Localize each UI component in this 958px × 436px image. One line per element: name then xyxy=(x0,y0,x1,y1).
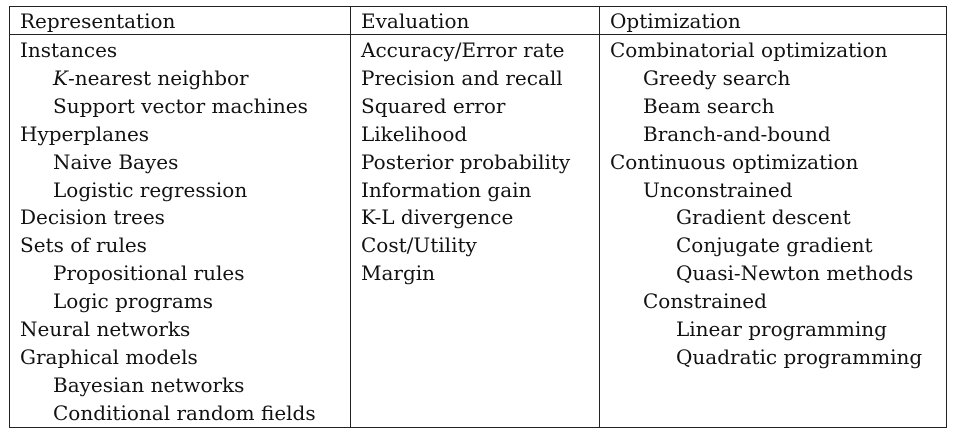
representation-item: Sets of rules xyxy=(20,232,316,260)
evaluation-item-label: Information gain xyxy=(361,177,532,202)
evaluation-item-label: Accuracy/Error rate xyxy=(361,38,565,62)
representation-item-label: Propositional rules xyxy=(53,261,245,286)
optimization-item: Linear programming xyxy=(610,316,922,344)
representation-item-label: Neural networks xyxy=(20,317,191,342)
evaluation-item: K-L divergence xyxy=(361,204,570,232)
representation-item-label: Decision trees xyxy=(20,205,165,230)
optimization-item-label: Quadratic programming xyxy=(676,344,923,369)
representation-item-label: Hyperplanes xyxy=(20,121,150,146)
representation-item: Hyperplanes xyxy=(20,121,316,149)
evaluation-list: Accuracy/Error rate Precision and recall S… xyxy=(361,37,570,288)
representation-item-label: Graphical models xyxy=(20,344,198,369)
optimization-item-label: Branch-and-bound xyxy=(643,121,831,146)
representation-item: Decision trees xyxy=(20,204,316,232)
representation-item-label: Sets of rules xyxy=(20,233,147,258)
representation-item: Conditional random fields xyxy=(20,400,316,428)
evaluation-item-label: Margin xyxy=(361,261,436,286)
header-optimization: Optimization xyxy=(610,9,741,33)
representation-item: Propositional rules xyxy=(20,260,316,288)
optimization-item-label: Combinatorial optimization xyxy=(610,38,888,62)
evaluation-item-label: Precision and recall xyxy=(361,65,563,90)
representation-item-label: Logistic regression xyxy=(53,177,248,202)
optimization-item: Beam search xyxy=(610,93,922,121)
column-divider-1 xyxy=(350,7,351,427)
optimization-item: Constrained xyxy=(610,288,922,316)
representation-item-label: Bayesian networks xyxy=(53,372,245,397)
representation-item: Instances xyxy=(20,37,316,65)
optimization-list: Combinatorial optimization Greedy search B… xyxy=(610,37,922,372)
optimization-item-label: Conjugate gradient xyxy=(676,233,873,258)
optimization-item-label: Gradient descent xyxy=(676,205,851,230)
evaluation-item: Likelihood xyxy=(361,121,570,149)
representation-item-label: Logic programs xyxy=(53,289,213,314)
representation-item-suffix: -nearest neighbor xyxy=(67,65,249,90)
ml-components-table: Representation Evaluation Optimization I… xyxy=(9,6,947,428)
optimization-item: Branch-and-bound xyxy=(610,121,922,149)
representation-item: Bayesian networks xyxy=(20,372,316,400)
representation-item: Support vector machines xyxy=(20,93,316,121)
optimization-item-label: Unconstrained xyxy=(643,177,793,202)
optimization-item-label: Greedy search xyxy=(643,65,791,90)
representation-item-label: Support vector machines xyxy=(53,93,308,118)
representation-list: Instances K-nearest neighbor Support vecto… xyxy=(20,37,316,428)
optimization-item-label: Constrained xyxy=(643,289,767,314)
optimization-item-label: Beam search xyxy=(643,93,775,118)
optimization-item: Gradient descent xyxy=(610,204,922,232)
optimization-item: Continuous optimization xyxy=(610,149,922,177)
representation-item: Logistic regression xyxy=(20,177,316,205)
evaluation-item: Precision and recall xyxy=(361,65,570,93)
optimization-item-label: Quasi-Newton methods xyxy=(676,261,914,286)
evaluation-item: Margin xyxy=(361,260,570,288)
optimization-item: Quadratic programming xyxy=(610,344,922,372)
evaluation-item: Posterior probability xyxy=(361,149,570,177)
evaluation-item-label: Cost/Utility xyxy=(361,233,477,258)
optimization-item: Quasi-Newton methods xyxy=(610,260,922,288)
optimization-item-label: Continuous optimization xyxy=(610,149,859,174)
representation-item: K-nearest neighbor xyxy=(20,65,316,93)
header-representation: Representation xyxy=(20,9,176,33)
representation-item: Naive Bayes xyxy=(20,149,316,177)
representation-item-label: Naive Bayes xyxy=(53,149,179,174)
optimization-item: Conjugate gradient xyxy=(610,232,922,260)
evaluation-item: Information gain xyxy=(361,177,570,205)
header-evaluation: Evaluation xyxy=(361,9,470,33)
representation-item: Neural networks xyxy=(20,316,316,344)
header-rule xyxy=(10,34,946,35)
representation-item-label: Instances xyxy=(20,38,118,62)
evaluation-item-label: Posterior probability xyxy=(361,149,571,174)
optimization-item: Greedy search xyxy=(610,65,922,93)
evaluation-item: Cost/Utility xyxy=(361,232,570,260)
optimization-item: Unconstrained xyxy=(610,177,922,205)
representation-item-label: K xyxy=(53,65,68,90)
representation-item: Logic programs xyxy=(20,288,316,316)
column-divider-2 xyxy=(599,7,600,427)
evaluation-item: Squared error xyxy=(361,93,570,121)
evaluation-item-label: K-L divergence xyxy=(361,205,514,230)
evaluation-item-label: Likelihood xyxy=(361,121,468,146)
optimization-item-label: Linear programming xyxy=(676,317,887,342)
evaluation-item-label: Squared error xyxy=(361,93,506,118)
optimization-item: Combinatorial optimization xyxy=(610,37,922,65)
evaluation-item: Accuracy/Error rate xyxy=(361,37,570,65)
representation-item-label: Conditional random fields xyxy=(53,400,316,425)
representation-item: Graphical models xyxy=(20,344,316,372)
